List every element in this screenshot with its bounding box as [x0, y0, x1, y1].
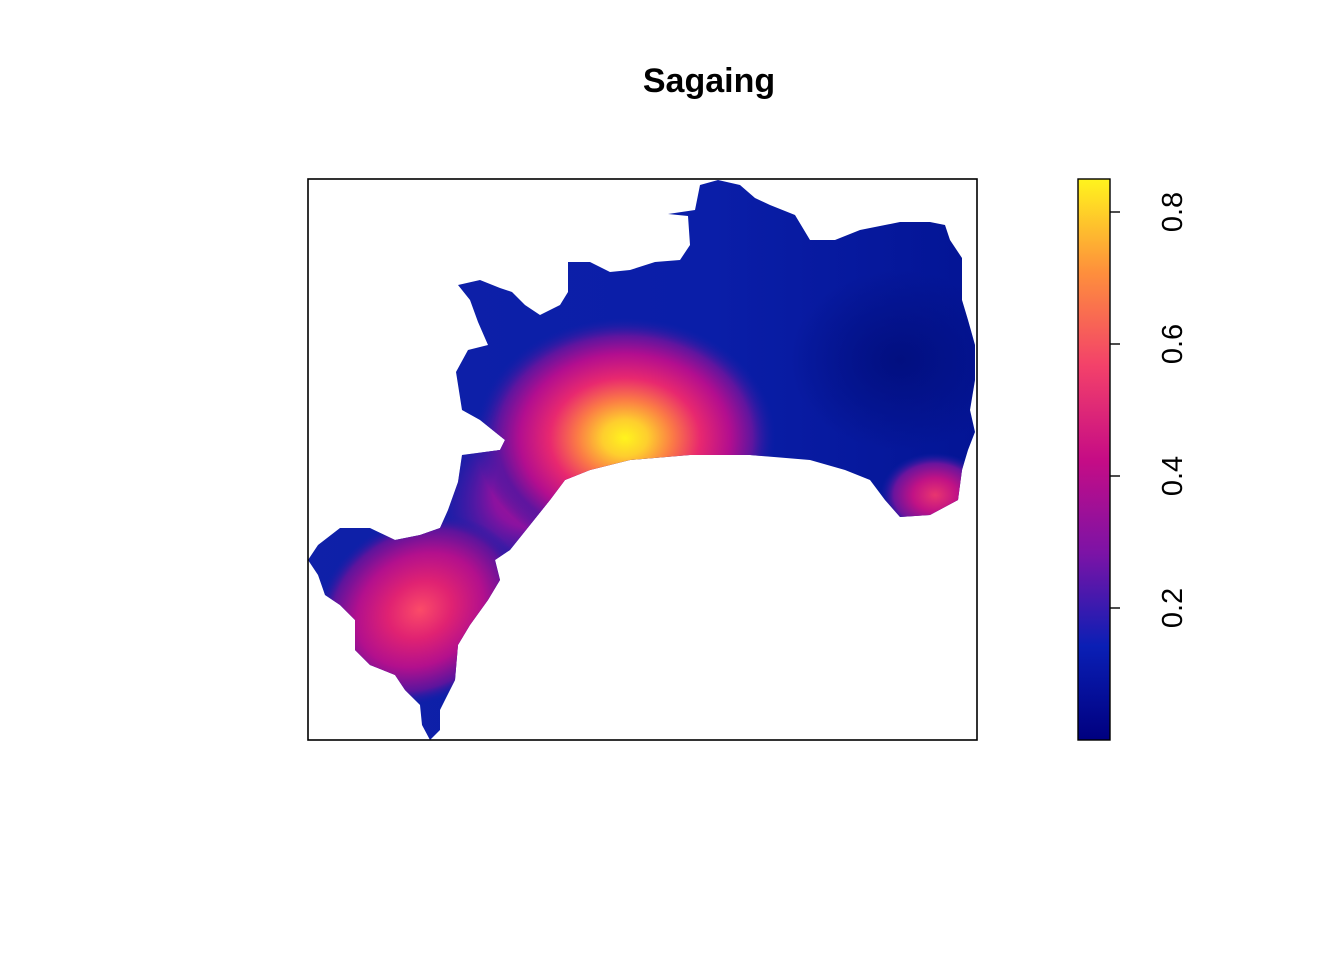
legend-colorbar: [1077, 178, 1111, 741]
legend-tick-label: 0.8: [1157, 192, 1189, 232]
raster-surface: [308, 180, 975, 740]
legend-tick-label: 0.6: [1157, 324, 1189, 364]
map-title: Sagaing: [643, 62, 775, 100]
legend: 0.2 0.4 0.6 0.8: [1077, 178, 1189, 741]
legend-tick-label: 0.4: [1157, 456, 1189, 496]
legend-tick-label: 0.2: [1157, 588, 1189, 628]
map-frame: [307, 178, 978, 741]
